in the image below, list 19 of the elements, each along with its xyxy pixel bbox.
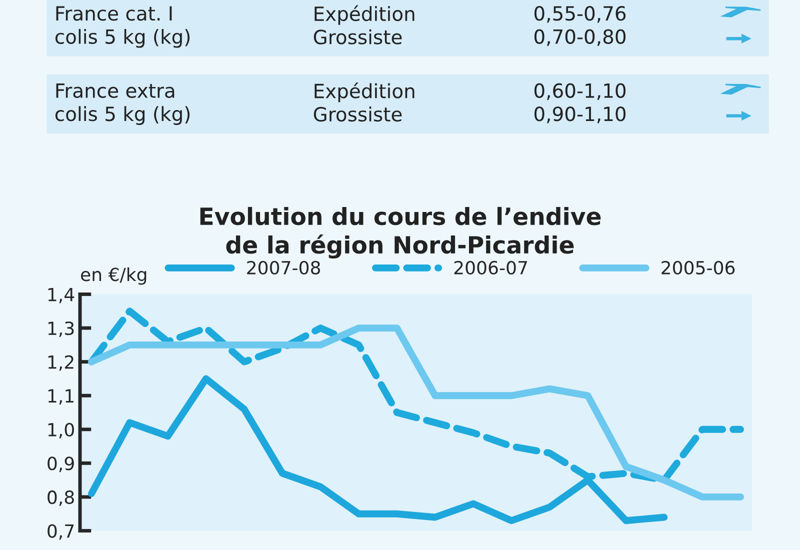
text: Expédition Grossiste — [314, 82, 414, 122]
y-tick-label: 0,8 — [48, 490, 74, 506]
y-tick-label: 1,4 — [48, 288, 74, 304]
legend-label: 2006-07 — [454, 260, 527, 274]
text: Expédition Grossiste — [314, 5, 414, 44]
y-axis-title: en €/kg — [80, 267, 146, 285]
legend-label: 2005-06 — [662, 260, 735, 274]
y-tick-label: 1,2 — [48, 355, 74, 371]
chart-title: Evolution du cours de l’endive de la région Nord-Picardie — [200, 206, 601, 258]
y-tick-label: 1,0 — [48, 422, 74, 438]
legend-label: 2007-08 — [247, 260, 320, 274]
text: France cat. I colis 5 kg (kg) — [55, 6, 190, 48]
text: 0,55-0,76 0,70-0,80 — [534, 6, 626, 46]
y-tick-label: 0,9 — [48, 456, 74, 472]
y-tick-label: 1,3 — [48, 321, 74, 337]
text: 0,60-1,10 0,90-1,10 — [534, 83, 626, 124]
y-tick-label: 0,7 — [48, 524, 74, 540]
y-tick-label: 1,1 — [48, 389, 74, 405]
text: France extra colis 5 kg (kg) — [55, 84, 190, 125]
